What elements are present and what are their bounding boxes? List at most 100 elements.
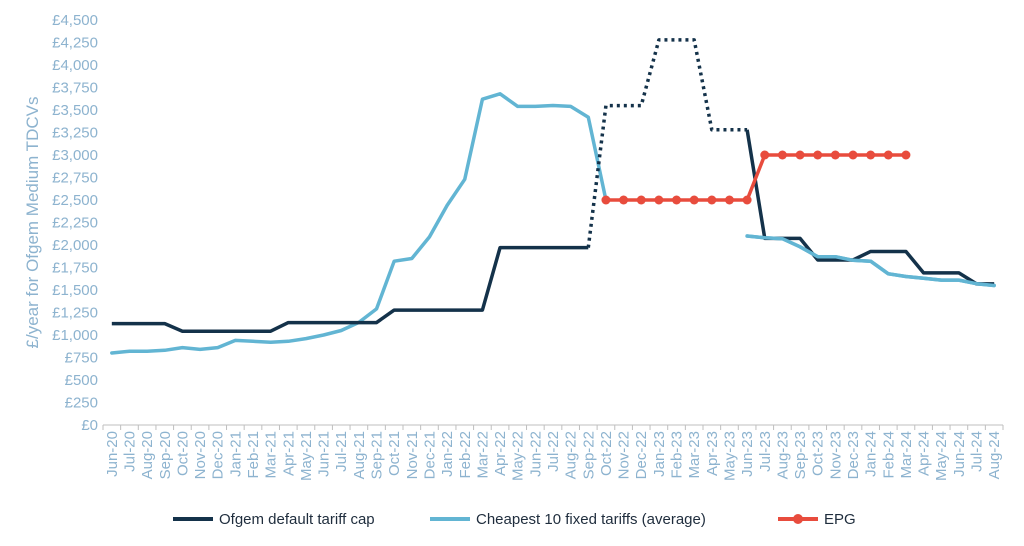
x-tick-label: Jun-21: [316, 431, 333, 477]
epg-point: [795, 150, 805, 160]
x-tick-label: Jun-23: [739, 431, 756, 477]
y-tick-label: £250: [65, 395, 98, 412]
y-tick-label: £1,000: [52, 327, 98, 344]
epg-point: [636, 195, 646, 205]
y-tick-label: £2,250: [52, 215, 98, 232]
x-tick-label: Apr-23: [704, 431, 721, 476]
x-tick-label: Nov-20: [192, 431, 209, 479]
x-tick-label: Oct-23: [810, 431, 827, 476]
series-line-fixed-tariffs: [110, 92, 608, 355]
y-tick-label: £2,000: [52, 237, 98, 254]
x-tick-label: May-21: [298, 431, 315, 481]
y-tick-label: £2,500: [52, 192, 98, 209]
series-line-tariff-cap: [111, 245, 589, 333]
y-axis-title: £/year for Ofgem Medium TDCVs: [23, 97, 42, 349]
y-tick-label: £1,500: [52, 282, 98, 299]
x-tick-label: Feb-23: [669, 431, 686, 479]
legend: Ofgem default tariff cap Cheapest 10 fixe…: [173, 511, 856, 528]
x-tick-label: Jun-24: [951, 431, 968, 477]
x-tick-label: Apr-24: [916, 431, 933, 476]
legend-item-fixed-tariffs: Cheapest 10 fixed tariffs (average): [430, 511, 706, 528]
x-tick-label: Sep-22: [580, 431, 597, 479]
x-tick-label: Dec-21: [421, 431, 438, 479]
series-line-fixed-tariffs: [745, 234, 996, 288]
x-tick-label: Nov-22: [616, 431, 633, 479]
y-tick-label: £2,750: [52, 170, 98, 187]
x-tick-label: Jun-22: [527, 431, 544, 477]
legend-label: EPG: [824, 511, 856, 528]
x-tick-label: Nov-23: [827, 431, 844, 479]
x-tick-label: Apr-21: [280, 431, 297, 476]
y-tick-label: £0: [81, 417, 98, 434]
x-tick-label: Nov-21: [404, 431, 421, 479]
x-tick-label: Jul-24: [969, 431, 986, 472]
x-tick-label: Oct-22: [598, 431, 615, 476]
legend-item-epg: EPG: [778, 511, 856, 528]
x-tick-label: Mar-22: [474, 431, 491, 479]
x-tick-label: May-23: [721, 431, 738, 481]
x-tick-label: Jul-22: [545, 431, 562, 472]
x-tick-label: Aug-21: [351, 431, 368, 479]
x-tick-label: Mar-21: [263, 431, 280, 479]
x-tick-label: Mar-23: [686, 431, 703, 479]
x-tick-label: Feb-24: [880, 431, 897, 479]
epg-point: [901, 150, 911, 160]
legend-marker: [793, 514, 803, 524]
x-tick-label: Jan-24: [863, 431, 880, 477]
x-tick-label: May-22: [510, 431, 527, 481]
epg-point: [707, 195, 717, 205]
x-tick-label: Sep-20: [157, 431, 174, 479]
epg-point: [830, 150, 840, 160]
x-tick-label: Oct-20: [174, 431, 191, 476]
epg-point: [866, 150, 876, 160]
x-tick-label: Jul-23: [757, 431, 774, 472]
epg-point: [689, 195, 699, 205]
epg-point: [601, 195, 611, 205]
x-tick-label: Jan-22: [439, 431, 456, 477]
y-tick-label: £3,500: [52, 102, 98, 119]
x-tick-label: Jul-21: [333, 431, 350, 472]
x-tick-label: Sep-21: [369, 431, 386, 479]
y-tick-label: £3,750: [52, 80, 98, 97]
x-tick-label: Feb-22: [457, 431, 474, 479]
x-tick-label: Mar-24: [898, 431, 915, 479]
x-tick-label: Dec-23: [845, 431, 862, 479]
x-axis: Jun-20 Jul-20 Aug-20 Sep-20 Oct-20 Nov-20 Dec-…: [102, 424, 1004, 481]
y-tick-label: £3,250: [52, 125, 98, 142]
y-tick-label: £1,750: [52, 260, 98, 277]
epg-point: [672, 195, 682, 205]
y-tick-label: £500: [65, 372, 98, 389]
series-layer: [110, 38, 996, 355]
epg-point: [742, 195, 752, 205]
x-tick-label: Jan-23: [651, 431, 668, 477]
epg-point: [883, 150, 893, 160]
x-tick-label: Dec-22: [633, 431, 650, 479]
epg-point: [760, 150, 770, 160]
y-tick-label: £1,250: [52, 305, 98, 322]
epg-point: [619, 195, 629, 205]
legend-item-tariff-cap: Ofgem default tariff cap: [173, 511, 375, 528]
epg-point: [777, 150, 787, 160]
series-line-tariff-cap-dotted: [586, 38, 748, 248]
x-tick-label: Aug-20: [139, 431, 156, 479]
x-tick-label: May-24: [933, 431, 950, 481]
x-tick-label: Sep-23: [792, 431, 809, 479]
x-tick-label: Aug-22: [563, 431, 580, 479]
x-tick-label: Jan-21: [227, 431, 244, 477]
x-tick-label: Aug-23: [774, 431, 791, 479]
x-tick-label: Aug-24: [986, 431, 1003, 479]
x-tick-label: Apr-22: [492, 431, 509, 476]
y-tick-label: £4,000: [52, 57, 98, 74]
y-tick-label: £3,000: [52, 147, 98, 164]
y-axis: £/year for Ofgem Medium TDCVs £0 £250 £500 £…: [23, 12, 98, 434]
y-tick-label: £4,500: [52, 12, 98, 29]
x-tick-label: Oct-21: [386, 431, 403, 476]
y-tick-label: £750: [65, 350, 98, 367]
epg-point: [848, 150, 858, 160]
legend-label: Ofgem default tariff cap: [219, 511, 375, 528]
x-tick-label: Jun-20: [104, 431, 121, 477]
x-tick-label: Dec-20: [210, 431, 227, 479]
x-tick-label: Jul-20: [121, 431, 138, 472]
